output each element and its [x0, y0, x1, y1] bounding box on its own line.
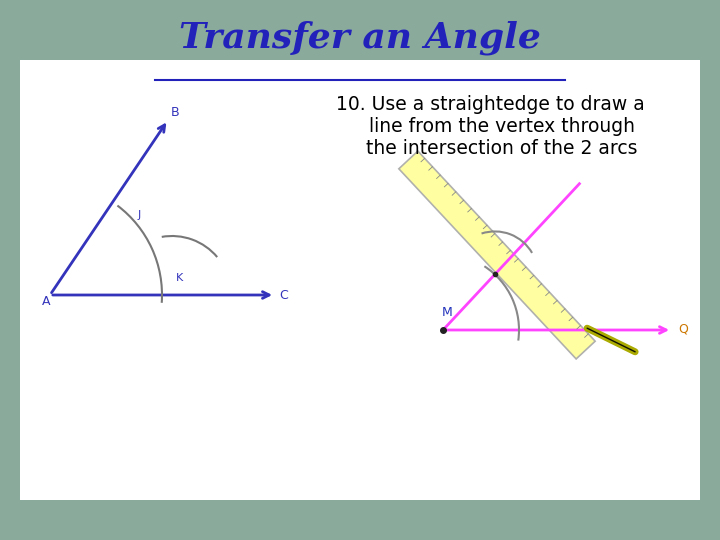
Bar — [20, 60, 700, 500]
Text: 10. Use a straightedge to draw a
    line from the vertex through
    the inters: 10. Use a straightedge to draw a line fr… — [336, 95, 644, 158]
Text: K: K — [176, 273, 184, 283]
Text: Q: Q — [678, 322, 688, 335]
Polygon shape — [399, 151, 595, 359]
Text: M: M — [441, 306, 452, 319]
Text: A: A — [42, 295, 50, 308]
Text: C: C — [279, 289, 288, 302]
Text: B: B — [171, 106, 179, 119]
Text: Transfer an Angle: Transfer an Angle — [179, 21, 541, 55]
Text: J: J — [138, 210, 141, 220]
